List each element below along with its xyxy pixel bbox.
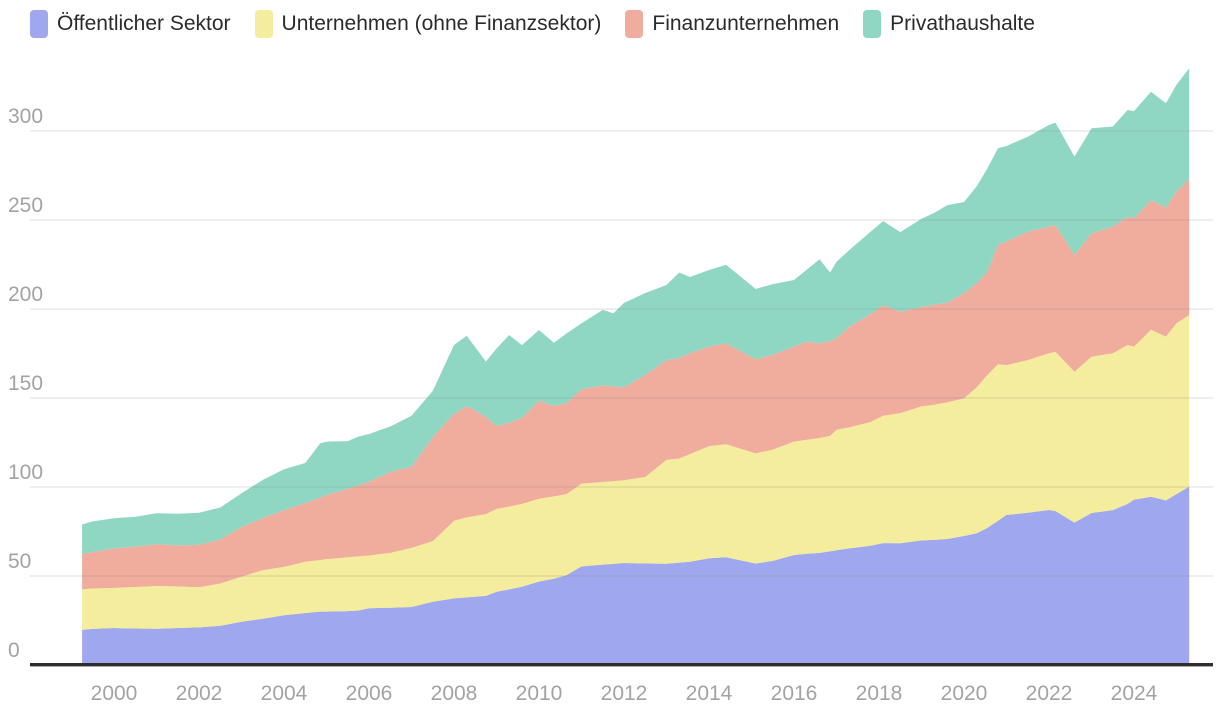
y-tick-label-50: 50: [8, 550, 31, 573]
x-tick-label-2024: 2024: [1111, 682, 1158, 705]
chart-legend: Öffentlicher Sektor Unternehmen (ohne Fi…: [30, 10, 1035, 38]
legend-label-privathaushalte: Privathaushalte: [890, 12, 1035, 35]
x-tick-label-2004: 2004: [261, 682, 308, 705]
area-finanzunternehmen: [82, 179, 1190, 590]
legend-swatch-oeffentlicher-sektor: [30, 10, 48, 38]
x-tick-label-2002: 2002: [176, 682, 223, 705]
legend-item-finanzunternehmen: Finanzunternehmen: [625, 10, 839, 38]
area-privathaushalte: [82, 68, 1190, 555]
legend-swatch-unternehmen: [254, 10, 273, 38]
area-oeffentlicher-sektor: [82, 486, 1190, 665]
area-unternehmen-ohne-finanzsektor: [82, 314, 1190, 630]
x-tick-label-2022: 2022: [1026, 682, 1073, 705]
y-tick-label-300: 300: [8, 105, 43, 128]
legend-item-privathaushalte: Privathaushalte: [863, 10, 1035, 38]
y-tick-label-200: 200: [8, 283, 43, 306]
y-tick-label-150: 150: [8, 372, 43, 395]
y-tick-label-0: 0: [8, 639, 20, 662]
legend-label-unternehmen: Unternehmen (ohne Finanzsektor): [281, 12, 602, 35]
legend-label-oeffentlicher-sektor: Öffentlicher Sektor: [57, 12, 231, 35]
y-tick-label-100: 100: [8, 461, 43, 484]
x-tick-label-2010: 2010: [516, 682, 563, 705]
legend-item-unternehmen: Unternehmen (ohne Finanzsektor): [254, 10, 602, 38]
legend-item-oeffentlicher-sektor: Öffentlicher Sektor: [30, 10, 231, 38]
legend-swatch-privathaushalte: [863, 10, 882, 38]
x-tick-label-2000: 2000: [91, 682, 138, 705]
y-tick-label-250: 250: [8, 194, 43, 217]
x-tick-label-2012: 2012: [601, 682, 648, 705]
x-axis-line: [30, 663, 1213, 667]
x-tick-label-2018: 2018: [856, 682, 903, 705]
legend-swatch-finanzunternehmen: [625, 10, 644, 38]
x-tick-label-2020: 2020: [941, 682, 988, 705]
x-tick-label-2008: 2008: [431, 682, 478, 705]
x-tick-label-2014: 2014: [686, 682, 733, 705]
x-tick-label-2006: 2006: [346, 682, 393, 705]
x-tick-label-2016: 2016: [771, 682, 818, 705]
legend-label-finanzunternehmen: Finanzunternehmen: [652, 12, 840, 35]
